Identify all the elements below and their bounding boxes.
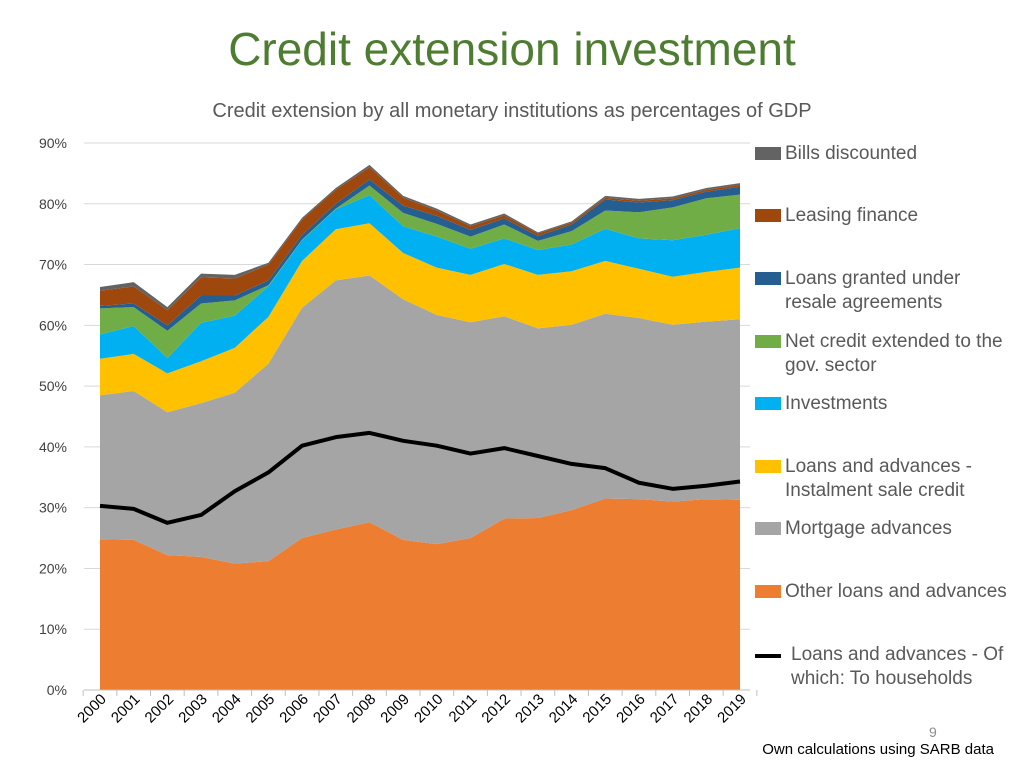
households-line-layer xyxy=(99,430,741,525)
legend-label: Loans and advances - Of which: To househ… xyxy=(791,644,1004,689)
area-loans-and-advances-instalment-sale-credit xyxy=(100,223,740,413)
x-tick-label: 2005 xyxy=(243,691,279,727)
x-tick-label: 2003 xyxy=(175,691,211,727)
y-tick-label: 90% xyxy=(39,135,67,151)
y-tick-label: 70% xyxy=(39,257,67,273)
x-tick-label: 2000 xyxy=(74,691,110,727)
x-tick-label: 2011 xyxy=(446,691,481,726)
stacked-areas xyxy=(100,164,740,690)
x-tick-label: 2008 xyxy=(344,691,380,727)
legend-line-households xyxy=(755,654,781,658)
slide-title: Credit extension investment xyxy=(228,23,796,75)
legend-swatch-investments xyxy=(755,397,781,410)
legend-swatch-instalment-sale xyxy=(755,460,781,473)
area-mortgage-advances xyxy=(100,275,740,564)
legend-swatch-resale-agreements xyxy=(755,272,781,285)
legend-label: Leasing finance xyxy=(785,205,919,226)
y-tick-label: 0% xyxy=(47,682,67,698)
y-tick-label: 60% xyxy=(39,317,67,333)
x-tick-label: 2001 xyxy=(108,691,144,727)
legend-label: Loans granted under resale agreements xyxy=(785,268,961,313)
legend-label: Net credit extended to the gov. sector xyxy=(785,331,1003,376)
y-tick-label: 80% xyxy=(39,196,67,212)
y-tick-label: 10% xyxy=(39,621,67,637)
legend-swatch-mortgage-advances xyxy=(755,522,781,535)
y-tick-label: 20% xyxy=(39,560,67,576)
legend-swatch-gov-sector xyxy=(755,335,781,348)
x-tick-label: 2015 xyxy=(579,691,615,727)
legend-swatch-other-loans xyxy=(755,585,781,598)
chart-title: Credit extension by all monetary institu… xyxy=(212,100,812,122)
legend-label: Mortgage advances xyxy=(785,518,952,539)
x-tick-label: 2014 xyxy=(546,691,582,727)
legend-label: Other loans and advances xyxy=(785,581,1007,602)
x-tick-label: 2018 xyxy=(681,691,717,727)
line-households xyxy=(99,430,741,525)
y-tick-label: 30% xyxy=(39,500,67,516)
area-net-credit-extended-to-the-gov-sector xyxy=(100,185,740,359)
x-tick-label: 2017 xyxy=(647,691,683,727)
area-other-loans-and-advances xyxy=(100,498,740,690)
area-leasing-finance xyxy=(100,167,740,326)
x-tick-label: 2019 xyxy=(714,691,750,727)
legend-label: Investments xyxy=(785,393,888,414)
page-number: 9 xyxy=(929,724,937,740)
x-tick-label: 2006 xyxy=(276,691,312,727)
x-tick-label: 2012 xyxy=(478,691,514,727)
legend-swatch-leasing-finance xyxy=(755,209,781,222)
y-tick-label: 40% xyxy=(39,439,67,455)
x-tick-label: 2013 xyxy=(512,691,548,727)
legend-swatch-bills-discounted xyxy=(755,147,781,160)
x-tick-label: 2002 xyxy=(142,691,178,727)
y-tick-label: 50% xyxy=(39,378,67,394)
legend-label: Loans and advances - Instalment sale cre… xyxy=(785,456,972,501)
x-tick-label: 2007 xyxy=(310,691,346,727)
legend-label: Bills discounted xyxy=(785,143,918,164)
x-tick-label: 2016 xyxy=(613,691,649,727)
x-tick-label: 2010 xyxy=(411,691,447,727)
area-investments xyxy=(100,195,740,374)
source-note: Own calculations using SARB data xyxy=(762,741,994,758)
x-tick-label: 2009 xyxy=(377,691,413,727)
x-tick-label: 2004 xyxy=(209,691,245,727)
